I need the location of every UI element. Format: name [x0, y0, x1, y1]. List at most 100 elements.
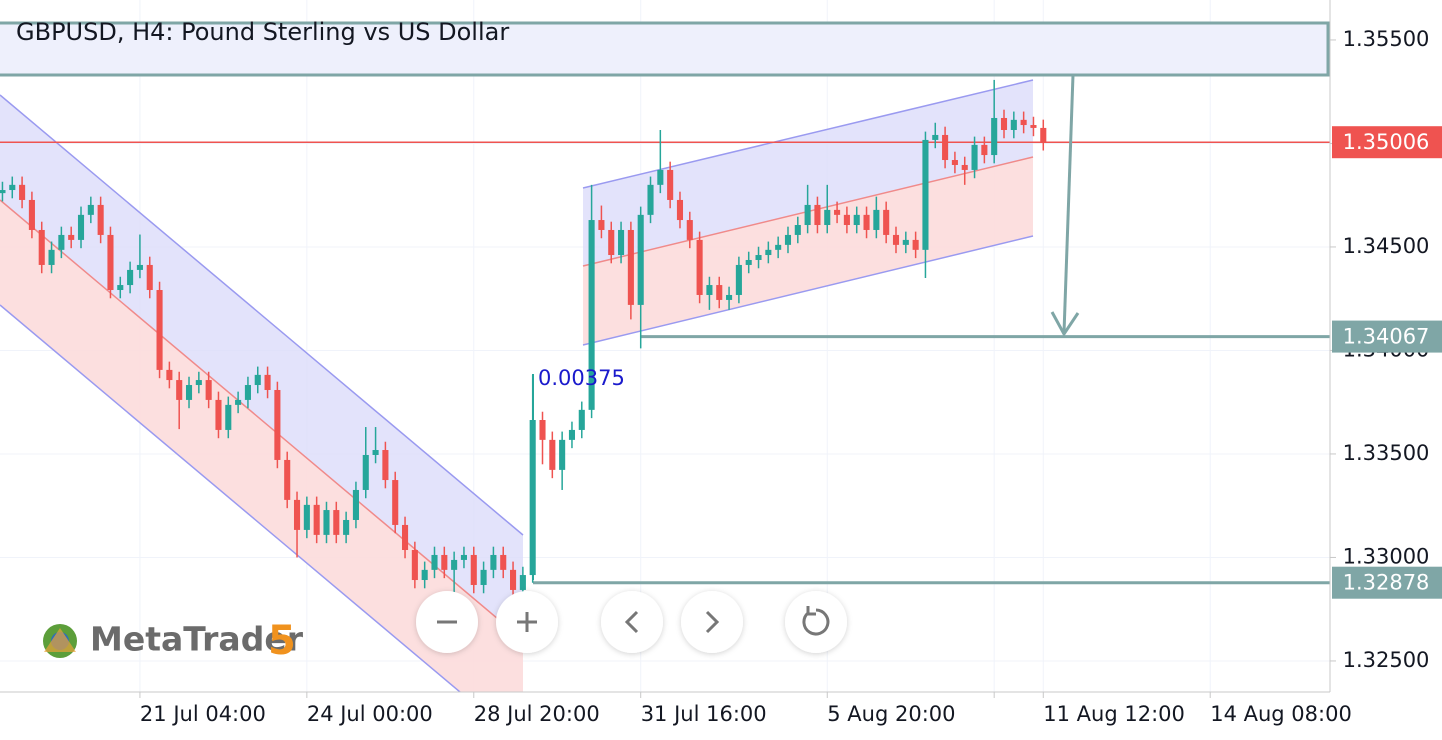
y-tick-label: 1.32500 [1343, 648, 1430, 672]
candle-body [657, 169, 664, 185]
candle-body [637, 214, 644, 305]
candle-body [676, 199, 684, 221]
candle-body [892, 234, 900, 245]
candle-body [107, 234, 114, 291]
candle-body [235, 399, 242, 405]
price-label-box [1332, 320, 1442, 353]
zoom-in-button[interactable] [496, 591, 558, 653]
x-tick-label: 14 Aug 08:00 [1210, 702, 1352, 726]
candle-body [156, 290, 163, 370]
candle-body [696, 239, 703, 295]
annotation: 0.00375 [538, 366, 625, 390]
axes: 1.325001.330001.335001.340001.345001.350… [139, 27, 1442, 726]
candle-body [549, 439, 556, 470]
candle-body [853, 214, 860, 226]
candle-body [284, 459, 291, 500]
candle-body [264, 374, 271, 390]
channel-line [0, 304, 462, 692]
candle-body [755, 255, 762, 260]
candle-body [735, 264, 742, 295]
candle-body [451, 559, 458, 570]
price-label: 1.35006 [1343, 130, 1430, 154]
zoom-out-button[interactable] [416, 591, 478, 653]
scroll-left-button[interactable] [601, 591, 663, 653]
drawings [0, 21, 1330, 692]
candle-body [480, 569, 487, 585]
chart-title: GBPUSD, H4: Pound Sterling vs US Dollar [16, 18, 509, 46]
candle-body [971, 144, 978, 170]
x-tick-label: 5 Aug 20:00 [827, 702, 955, 726]
candle-body [127, 269, 134, 286]
candle-body [745, 259, 752, 265]
candle-body [0, 190, 6, 194]
x-tick-label: 31 Jul 16:00 [641, 702, 767, 726]
candle-body [97, 204, 104, 235]
candle-body [1020, 119, 1027, 126]
candle-body [431, 554, 438, 570]
candle-body [863, 214, 870, 230]
y-tick-label: 1.33500 [1343, 441, 1430, 465]
candle-body [598, 220, 605, 230]
candle-body [293, 499, 301, 530]
candle-body [352, 489, 359, 520]
candle-body [323, 510, 330, 535]
candle-body [559, 439, 566, 470]
scroll-right-button[interactable] [681, 591, 743, 653]
candle-body [510, 569, 517, 590]
candle-body [942, 134, 949, 161]
candle-body [981, 144, 988, 156]
price-lines [0, 141, 1330, 585]
candle-body [500, 554, 507, 570]
range-box [0, 21, 1330, 77]
candle-body [362, 454, 369, 490]
price-label: 1.32878 [1343, 571, 1430, 595]
x-tick-label: 28 Jul 20:00 [474, 702, 600, 726]
candle-body [539, 420, 546, 440]
candle-body [883, 209, 890, 235]
candle-body [343, 519, 350, 535]
candle-body [667, 169, 674, 200]
candle-body [9, 184, 16, 191]
candle-body [77, 214, 85, 240]
reset-button[interactable] [785, 591, 847, 653]
candle-body [225, 404, 232, 430]
candle-body [68, 234, 75, 240]
logo: MetaTrader 5 [43, 618, 304, 664]
candle-body [401, 524, 409, 550]
price-label-box [1332, 566, 1442, 599]
candle-body [136, 264, 143, 270]
candle-body [922, 139, 929, 250]
candle-body [421, 569, 428, 581]
candle-body [627, 229, 634, 305]
channel-line [0, 94, 524, 536]
candle-body [834, 209, 841, 215]
x-tick-label: 24 Jul 00:00 [307, 702, 433, 726]
candle-body [382, 450, 389, 481]
y-tick-label: 1.34500 [1343, 234, 1430, 258]
candle-body [991, 117, 998, 156]
logo-version: 5 [268, 618, 296, 664]
x-tick-label: 21 Jul 04:00 [140, 702, 266, 726]
candle-body [951, 160, 958, 165]
candle-body [775, 244, 782, 250]
candle-body [608, 229, 615, 256]
candle-body [902, 239, 909, 245]
candle-body [28, 199, 35, 230]
candle-body [932, 134, 939, 140]
candle-body [804, 204, 811, 226]
arrow [1050, 74, 1080, 337]
candle-body [716, 285, 723, 300]
candle-body [274, 389, 281, 460]
candle-body [1000, 117, 1008, 130]
candle-body [185, 385, 193, 400]
candle-body [333, 510, 340, 535]
candle-body [490, 554, 497, 570]
candle-body [117, 285, 124, 291]
channel-upper-fill [583, 80, 1033, 266]
candle-body [519, 575, 526, 590]
candle-body [411, 549, 418, 581]
candle-body [392, 480, 399, 525]
logo-text: MetaTrader [90, 620, 304, 659]
